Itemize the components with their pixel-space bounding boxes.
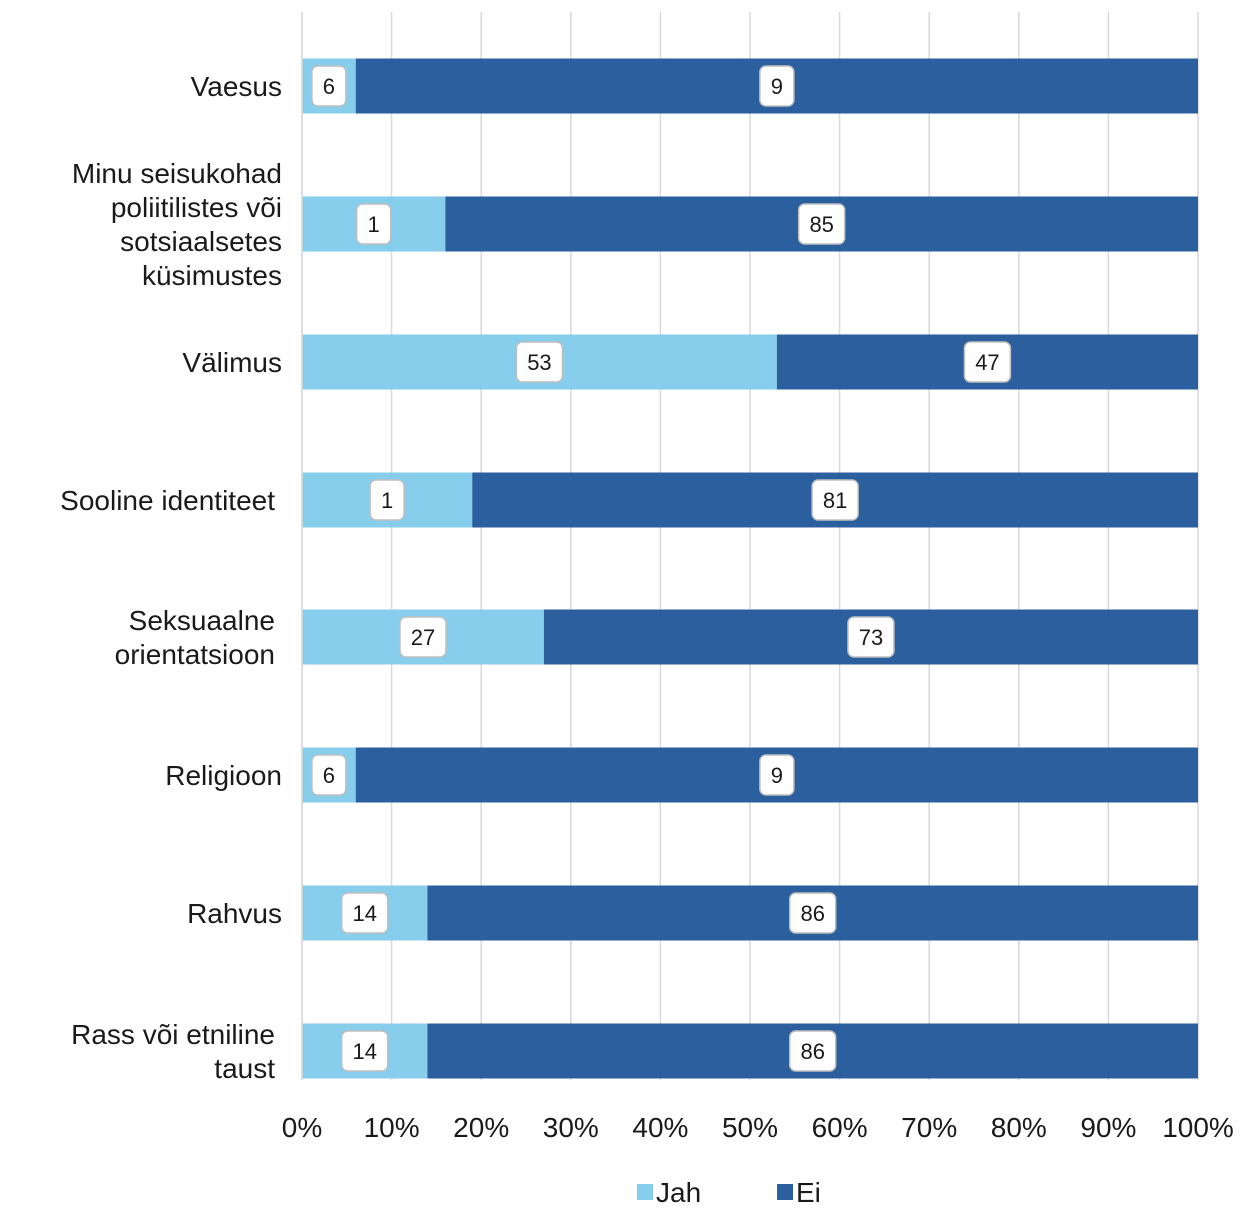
data-label-box bbox=[847, 616, 895, 658]
data-label: 6 bbox=[323, 74, 335, 99]
legend-label-ei: Ei bbox=[796, 1177, 821, 1207]
x-tick-label: 40% bbox=[632, 1112, 688, 1143]
legend-swatch-ei bbox=[777, 1184, 793, 1200]
category-label: poliitilistes või bbox=[111, 192, 282, 223]
data-label-box bbox=[311, 65, 347, 107]
data-label: 14 bbox=[352, 1039, 376, 1064]
x-tick-label: 50% bbox=[722, 1112, 778, 1143]
category-label: Seksuaalne bbox=[129, 605, 275, 636]
data-label-box bbox=[788, 1030, 837, 1072]
category-label: Rahvus bbox=[187, 898, 282, 929]
x-tick-label: 90% bbox=[1080, 1112, 1136, 1143]
x-tick-label: 70% bbox=[901, 1112, 957, 1143]
data-label: 6 bbox=[323, 763, 335, 788]
data-label: 27 bbox=[411, 625, 435, 650]
data-label-box bbox=[963, 341, 1012, 383]
category-label: taust bbox=[214, 1053, 275, 1084]
data-label-box bbox=[355, 203, 392, 245]
data-label: 9 bbox=[771, 763, 783, 788]
data-label: 73 bbox=[859, 625, 883, 650]
category-label: orientatsioon bbox=[115, 639, 275, 670]
data-label-box bbox=[759, 754, 795, 796]
category-label: Minu seisukohad bbox=[72, 158, 282, 189]
category-label: küsimustes bbox=[142, 260, 282, 291]
category-label: sotsiaalsetes bbox=[120, 226, 282, 257]
data-label-box bbox=[811, 479, 859, 521]
legend-swatch-jah bbox=[637, 1184, 653, 1200]
data-label: 9 bbox=[771, 74, 783, 99]
data-label: 1 bbox=[368, 212, 380, 237]
category-label: Vaesus bbox=[191, 71, 282, 102]
data-label: 1 bbox=[381, 488, 393, 513]
x-tick-label: 20% bbox=[453, 1112, 509, 1143]
data-label: 47 bbox=[975, 350, 999, 375]
data-label-box bbox=[788, 892, 837, 934]
data-label: 53 bbox=[527, 350, 551, 375]
category-label: Rass või etniline bbox=[71, 1019, 275, 1050]
legend-label-jah: Jah bbox=[656, 1177, 701, 1207]
x-tick-label: 10% bbox=[364, 1112, 420, 1143]
data-label-box bbox=[399, 616, 447, 658]
data-label: 85 bbox=[809, 212, 833, 237]
data-label: 86 bbox=[800, 1039, 824, 1064]
x-tick-label: 60% bbox=[812, 1112, 868, 1143]
data-label: 86 bbox=[800, 901, 824, 926]
data-label-box bbox=[369, 479, 405, 521]
data-label-box bbox=[311, 754, 347, 796]
data-label-box bbox=[340, 892, 389, 934]
data-label-box bbox=[759, 65, 795, 107]
x-tick-label: 0% bbox=[282, 1112, 322, 1143]
category-label: Religioon bbox=[165, 760, 282, 791]
data-label-box bbox=[340, 1030, 389, 1072]
category-label: Välimus bbox=[182, 347, 282, 378]
data-label-box bbox=[515, 341, 564, 383]
data-label-box bbox=[797, 203, 846, 245]
x-tick-label: 80% bbox=[991, 1112, 1047, 1143]
x-tick-label: 30% bbox=[543, 1112, 599, 1143]
category-label: Sooline identiteet bbox=[60, 485, 275, 516]
data-label: 14 bbox=[352, 901, 376, 926]
x-tick-label: 100% bbox=[1162, 1112, 1234, 1143]
data-label: 81 bbox=[823, 488, 847, 513]
